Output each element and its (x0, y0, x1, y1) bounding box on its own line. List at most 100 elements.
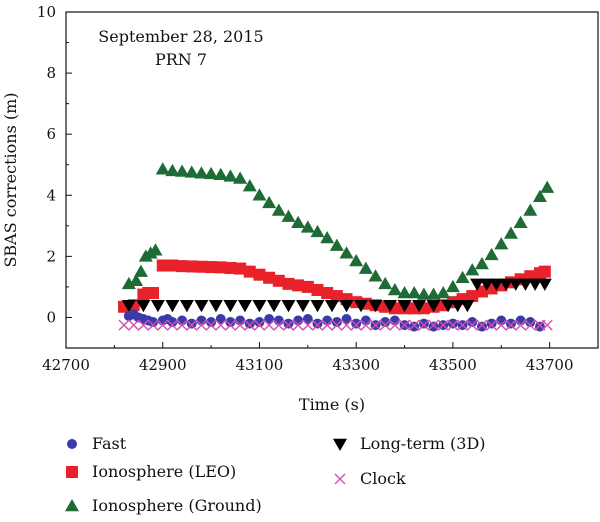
data-point (295, 299, 310, 313)
data-point (537, 278, 552, 291)
annotation-prn: PRN 7 (155, 50, 207, 69)
y-tick-label: 4 (46, 186, 56, 204)
y-tick-label: 2 (46, 247, 56, 265)
legend-item: Ionosphere (LEO) (66, 462, 236, 481)
data-point (341, 319, 353, 331)
data-point (495, 319, 507, 331)
data-point (273, 315, 284, 326)
data-point (474, 257, 489, 270)
data-point (179, 299, 194, 313)
data-point (354, 299, 369, 313)
data-point (311, 283, 324, 296)
y-tick-label: 0 (46, 308, 56, 326)
data-point (262, 195, 277, 209)
data-point (407, 286, 422, 299)
legend-marker (65, 499, 79, 512)
data-point (523, 203, 538, 216)
axis-ticks: 42700 42900 43100 43300 43500 43700 0 2 4 6 8 10 (37, 3, 574, 374)
data-point (214, 261, 227, 274)
data-point (195, 260, 208, 273)
data-point (437, 319, 449, 331)
series-ionosphere-ground (121, 162, 555, 300)
data-point (292, 279, 305, 292)
x-tick-label: 43700 (526, 356, 574, 374)
data-point (515, 315, 526, 326)
data-point (311, 319, 323, 331)
data-point (360, 315, 371, 326)
series-long-term-3d (121, 278, 552, 313)
data-point (282, 319, 294, 331)
data-point (166, 259, 179, 272)
y-axis-title: SBAS corrections (m) (1, 92, 20, 267)
data-point (165, 163, 180, 177)
x-tick-label: 42700 (42, 356, 90, 374)
data-point (321, 287, 334, 300)
data-point (252, 188, 267, 201)
data-point (175, 164, 190, 177)
legend-label: Ionosphere (LEO) (92, 462, 236, 481)
data-point (484, 247, 499, 261)
data-point (194, 166, 209, 179)
data-point (416, 287, 431, 300)
data-point (205, 319, 217, 331)
data-point (302, 319, 314, 331)
data-point (206, 317, 217, 328)
data-point (515, 319, 527, 331)
data-point (225, 317, 236, 328)
data-point (476, 319, 488, 331)
y-tick-label: 8 (46, 64, 56, 82)
data-point (538, 265, 551, 278)
data-point (148, 243, 163, 256)
data-point (184, 165, 199, 178)
plot-frame (65, 11, 599, 349)
data-point (341, 313, 352, 324)
data-point (137, 319, 149, 331)
data-point (263, 271, 276, 284)
x-tick-label: 43100 (236, 356, 284, 374)
data-point (215, 319, 227, 331)
legend-label: Clock (360, 469, 406, 488)
data-point (518, 278, 533, 291)
data-point (133, 264, 148, 277)
legend-item: Fast (67, 434, 127, 453)
data-point (195, 319, 207, 331)
data-point (508, 278, 523, 291)
data-point (234, 319, 246, 331)
data-point (273, 319, 285, 331)
data-point (148, 317, 159, 328)
data-point (489, 278, 504, 291)
data-point (397, 286, 412, 299)
data-point (224, 319, 236, 331)
data-point (412, 299, 427, 313)
data-point (436, 286, 451, 299)
legend-marker (66, 466, 78, 478)
data-point (165, 299, 180, 313)
data-point (331, 317, 342, 328)
data-point (513, 215, 528, 229)
data-point (292, 319, 304, 331)
data-point (185, 260, 198, 273)
data-point (418, 319, 430, 331)
data-point (455, 270, 470, 283)
data-point (378, 276, 393, 290)
data-point (208, 299, 223, 313)
data-point (339, 299, 354, 313)
data-point (466, 319, 478, 331)
data-point (177, 315, 188, 326)
data-point (486, 318, 497, 329)
legend-label: Long-term (3D) (360, 434, 486, 453)
legend-marker (67, 439, 77, 449)
data-point (350, 319, 362, 331)
data-point (383, 299, 398, 313)
data-point (121, 299, 136, 313)
data-point (380, 317, 391, 328)
data-point (387, 282, 402, 296)
data-point (155, 162, 170, 175)
data-point (310, 299, 325, 313)
data-point (525, 317, 536, 328)
data-point (399, 319, 411, 331)
data-point (293, 315, 304, 326)
x-tick-label: 43500 (429, 356, 477, 374)
data-point (496, 315, 507, 326)
